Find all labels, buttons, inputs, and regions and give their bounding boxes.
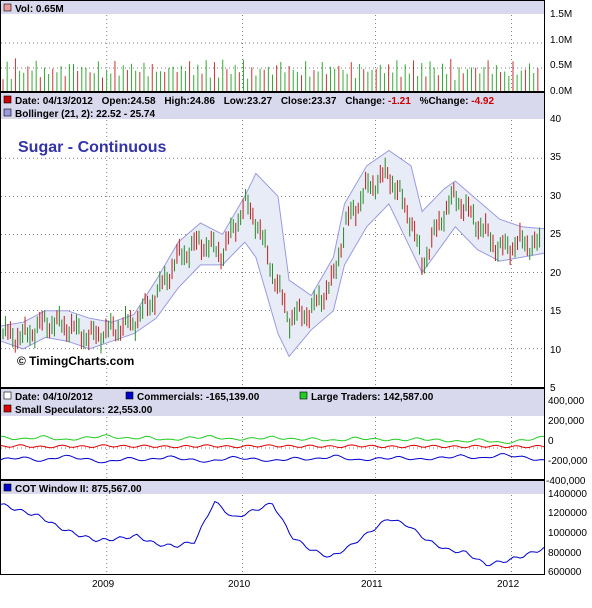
large-traders-swatch [299,391,308,400]
copyright-text: © TimingCharts.com [17,354,134,368]
cot-date-swatch [3,391,12,400]
x-label-2011: 2011 [361,579,383,590]
price-tick-25: 25 [550,229,562,240]
cot-window-tick-3: 800000 [548,548,582,559]
cot-panel-header [1,389,544,416]
cot-window-tick-1: 1200000 [548,508,587,519]
x-label-2012: 2012 [497,579,520,590]
small-speculators-label: Small Speculators: 22,553.00 [15,405,153,416]
price-high: High:24.86 [164,96,215,107]
cot-tick-2: 0 [548,436,554,447]
price-tick-40: 40 [550,114,562,125]
volume-label: Vol: 0.65M [15,4,64,15]
price-date: Date: 04/13/2012 [15,96,93,107]
cot-tick-1: 200,000 [548,416,585,427]
cot-window-panel-frame [0,480,545,575]
x-label-2010: 2010 [228,579,251,590]
price-tick-10: 10 [550,345,562,356]
price-close: Close:23.37 [281,96,337,107]
price-pct-change-value: -4.92 [471,96,494,107]
cot-tick-4: -400,000 [546,476,586,487]
price-pct-change-label: %Change: [420,96,469,107]
cot-window-tick-0: 1400000 [548,489,587,500]
price-tick-5: 5 [550,383,556,394]
volume-panel-header [1,1,544,14]
cot-line-large-traders [0,434,544,445]
chart-title: Sugar - Continuous [18,139,167,156]
commercials-label: Commercials: -165,139.00 [137,392,260,403]
volume-tick-3: 0.0M [550,86,572,97]
chart-marks [0,15,545,574]
price-tick-35: 35 [550,152,562,163]
price-tick-30: 30 [550,191,562,202]
price-low: Low:23.27 [224,96,273,107]
small-speculators-swatch [3,404,12,413]
cot-window-panel-header [1,481,544,494]
cot-window-line [0,500,545,567]
cot-tick-3: -200,000 [548,456,588,467]
cot-window-swatch [3,483,12,492]
price-panel-header [1,93,544,119]
volume-tick-2: 0.5M [550,60,572,71]
cot-window-label: COT Window II: 875,567.00 [15,484,142,495]
price-change-value: -1.21 [388,96,411,107]
price-header-line: Date: 04/13/2012 Open:24.58 High:24.86 L… [15,96,494,107]
bollinger-upper-line [0,149,545,327]
volume-tick-0: 1.5M [550,9,572,20]
commercials-swatch [125,391,134,400]
cot-tick-0: 400,000 [548,396,585,407]
large-traders-label: Large Traders: 142,587.00 [311,392,434,403]
x-label-2009: 2009 [92,579,115,590]
bollinger-legend-swatch [3,108,12,117]
volume-tick-1: 1.0M [550,35,572,46]
bollinger-band-fill [1,150,544,357]
cot-window-tick-2: 1000000 [548,528,587,539]
cot-line-small-speculators [0,444,545,449]
cot-window-tick-4: 600000 [548,567,582,578]
price-legend-swatch [3,95,12,104]
price-open: Open:24.58 [102,96,156,107]
cot-date: Date: 04/10/2012 [15,392,93,403]
price-tick-20: 20 [550,268,562,279]
bollinger-label: Bollinger (21, 2): 22.52 - 25.74 [15,109,155,120]
volume-legend-swatch [3,3,12,12]
price-tick-15: 15 [550,306,562,317]
cot-line-commercials [0,453,545,464]
price-change-label: Change: [345,96,385,107]
